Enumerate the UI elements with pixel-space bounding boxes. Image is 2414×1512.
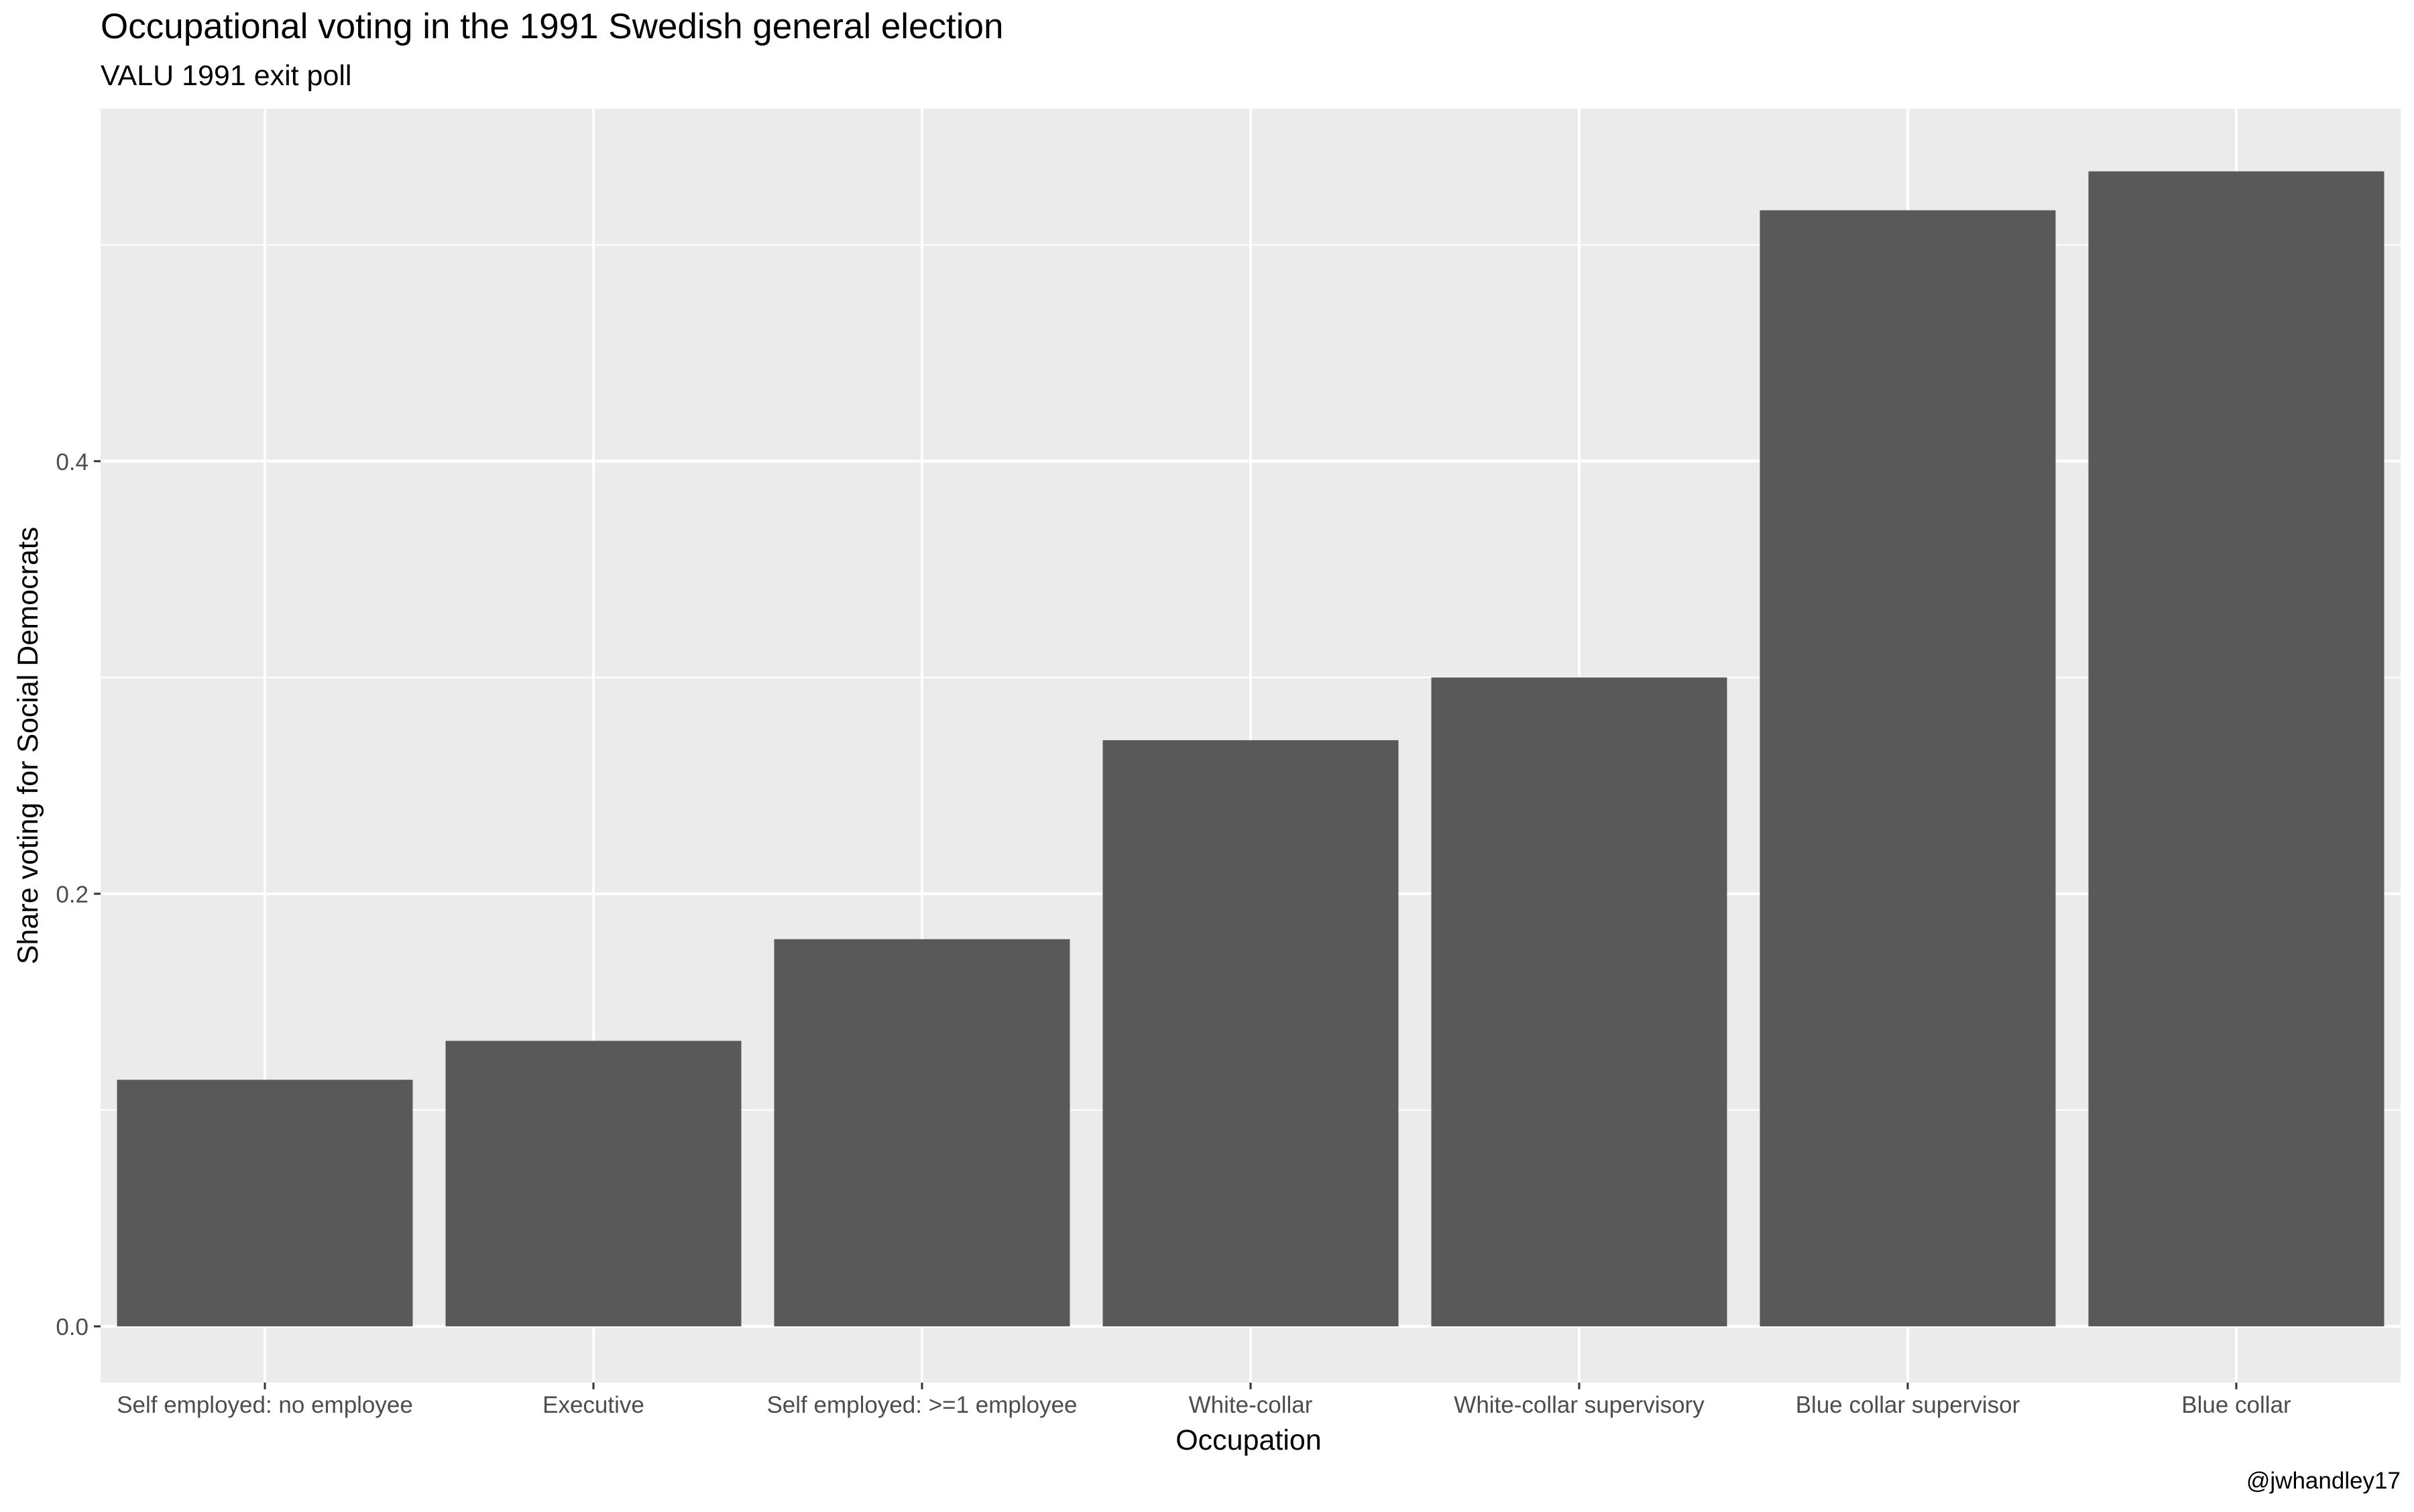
- x-axis: Self employed: no employee Executive Self …: [117, 1383, 2291, 1418]
- x-tick-label: Executive: [542, 1392, 644, 1418]
- x-tick-label: Blue collar supervisor: [1796, 1392, 2020, 1418]
- bar: [445, 1041, 742, 1327]
- x-tick-label: White-collar supervisory: [1454, 1392, 1705, 1418]
- x-tick-label: Blue collar: [2181, 1392, 2291, 1418]
- chart-subtitle: VALU 1991 exit poll: [101, 60, 352, 92]
- x-tick-label: White-collar: [1189, 1392, 1313, 1418]
- bar: [1102, 740, 1399, 1327]
- y-tick-label: 0.0: [56, 1314, 89, 1340]
- x-tick-label: Self employed: >=1 employee: [766, 1392, 1077, 1418]
- y-axis: 0.0 0.2 0.4: [56, 449, 101, 1340]
- bar: [2088, 171, 2384, 1327]
- bar: [117, 1080, 413, 1327]
- y-axis-title: Share voting for Social Democrats: [12, 527, 44, 964]
- bar: [1760, 210, 2056, 1327]
- bar: [1431, 677, 1727, 1327]
- bar: [774, 939, 1070, 1327]
- y-tick-label: 0.2: [56, 882, 89, 908]
- chart-title: Occupational voting in the 1991 Swedish …: [101, 7, 1004, 46]
- x-axis-title: Occupation: [1175, 1424, 1322, 1456]
- chart-caption: @jwhandley17: [2246, 1468, 2401, 1494]
- x-tick-label: Self employed: no employee: [117, 1392, 413, 1418]
- bars: [117, 171, 2384, 1327]
- y-tick-label: 0.4: [56, 449, 89, 475]
